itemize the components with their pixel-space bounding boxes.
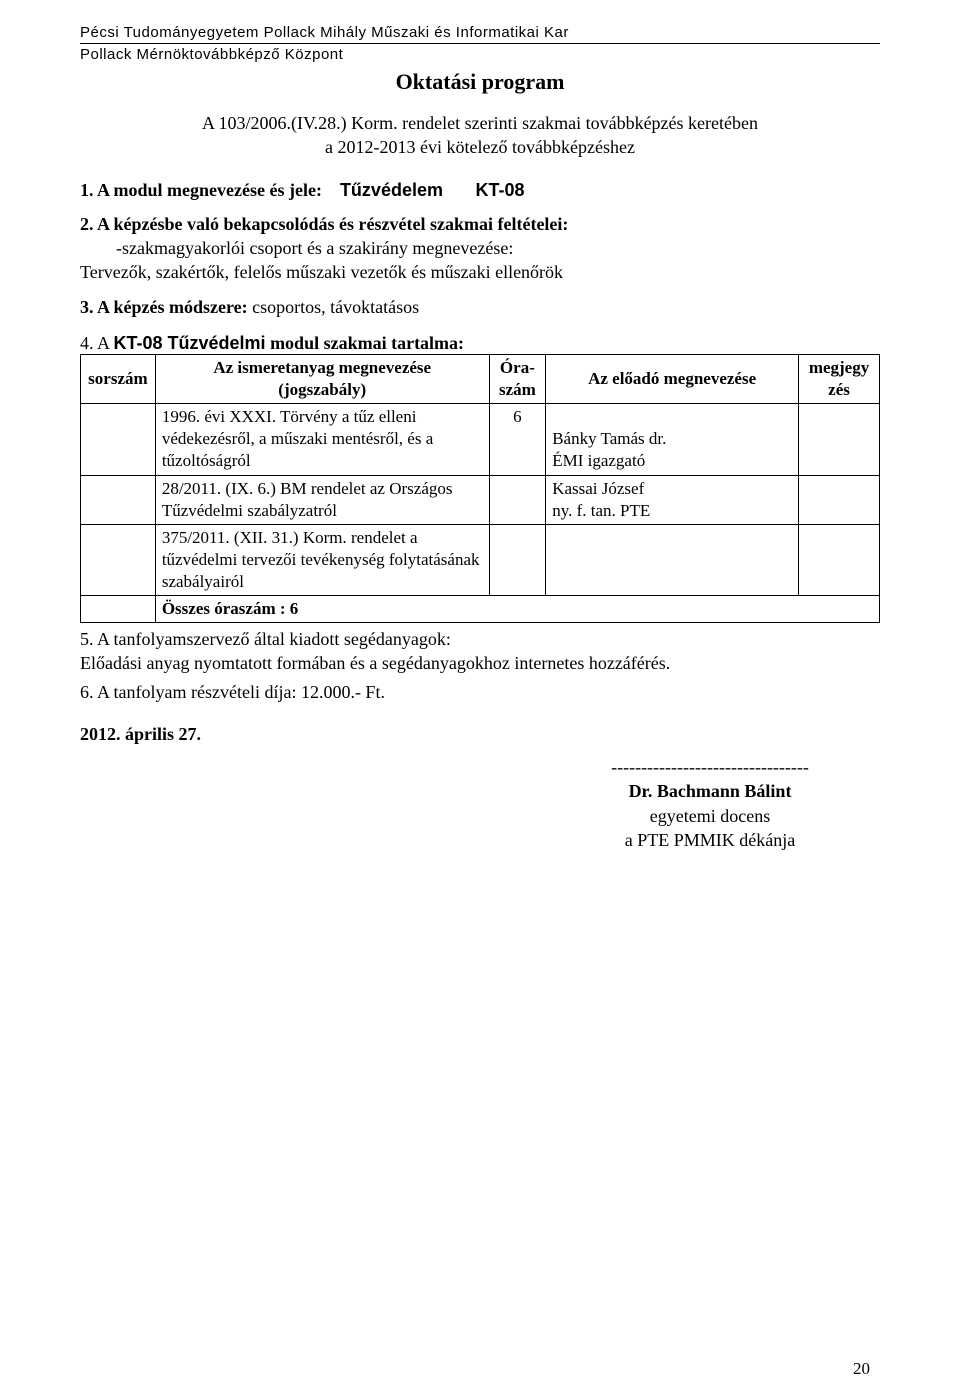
cell-ora: 6 bbox=[489, 404, 546, 475]
intro-line-1: A 103/2006.(IV.28.) Korm. rendelet szeri… bbox=[80, 111, 880, 135]
header-rule bbox=[80, 43, 880, 44]
cell-sorszam bbox=[81, 524, 156, 595]
th-megnev-l1: Az ismeretanyag megnevezése bbox=[213, 358, 431, 377]
cell-megnev-bold: 1996. évi XXXI. bbox=[162, 407, 276, 426]
cell-megnev: 28/2011. (IX. 6.) BM rendelet az Országo… bbox=[155, 475, 489, 524]
section-5: 5. A tanfolyamszervező által kiadott seg… bbox=[80, 627, 880, 676]
s1-module-name: Tűzvédelem bbox=[340, 180, 443, 200]
signature-block: --------------------------------- Dr. Ba… bbox=[540, 755, 880, 852]
cell-eloado-title: ny. f. tan. PTE bbox=[552, 501, 650, 520]
s1-module-code: KT-08 bbox=[475, 180, 524, 200]
cell-eloado: Kassai József ny. f. tan. PTE bbox=[546, 475, 799, 524]
s5-label: 5. A tanfolyamszervező által kiadott seg… bbox=[80, 629, 451, 649]
content-table: sorszám Az ismeretanyag megnevezése (jog… bbox=[80, 354, 880, 623]
signature-title-2: a PTE PMMIK dékánja bbox=[540, 828, 880, 852]
cell-sorszam bbox=[81, 475, 156, 524]
th-megnev-l2: (jogszabály) bbox=[278, 380, 366, 399]
cell-megnev: 1996. évi XXXI. Törvény a tűz elleni véd… bbox=[155, 404, 489, 475]
s2-sub: -szakmagyakorlói csoport és a szakirány … bbox=[116, 236, 880, 260]
cell-megnev: 375/2011. (XII. 31.) Korm. rendelet a tű… bbox=[155, 524, 489, 595]
cell-megjegy bbox=[799, 475, 880, 524]
cell-eloado bbox=[546, 524, 799, 595]
cell-ora bbox=[489, 524, 546, 595]
s4-module: KT-08 Tűzvédelmi bbox=[114, 333, 266, 353]
th-megnev: Az ismeretanyag megnevezése (jogszabály) bbox=[155, 355, 489, 404]
signature-name: Dr. Bachmann Bálint bbox=[540, 779, 880, 803]
cell-eloado-name: Bánky Tamás dr. bbox=[552, 429, 666, 448]
section-3: 3. A képzés módszere: csoportos, távokta… bbox=[80, 295, 880, 319]
s3-bold: 3. A képzés módszere: bbox=[80, 297, 248, 317]
header-line-2: Pollack Mérnöktovábbképző Központ bbox=[80, 46, 880, 63]
th-eloado: Az előadó megnevezése bbox=[546, 355, 799, 404]
page-title: Oktatási program bbox=[80, 69, 880, 95]
s1-label: 1. A modul megnevezése és jele: bbox=[80, 180, 322, 200]
cell-ora bbox=[489, 475, 546, 524]
table-header-row: sorszám Az ismeretanyag megnevezése (jog… bbox=[81, 355, 880, 404]
date: 2012. április 27. bbox=[80, 724, 880, 745]
s3-rest: csoportos, távoktatásos bbox=[248, 297, 419, 317]
page-number: 20 bbox=[853, 1359, 870, 1379]
cell-megjegy bbox=[799, 524, 880, 595]
table-total-row: Összes óraszám : 6 bbox=[81, 596, 880, 623]
section-6: 6. A tanfolyam részvételi díja: 12.000.-… bbox=[80, 680, 880, 704]
s5-body: Előadási anyag nyomtatott formában és a … bbox=[80, 653, 670, 673]
cell-megnev-bold: 375/2011. (XII. 31.) Korm. bbox=[162, 528, 347, 547]
header-line-1: Pécsi Tudományegyetem Pollack Mihály Műs… bbox=[80, 24, 880, 41]
table-row: 1996. évi XXXI. Törvény a tűz elleni véd… bbox=[81, 404, 880, 475]
signature-title-1: egyetemi docens bbox=[540, 804, 880, 828]
s4-suffix: modul szakmai tartalma: bbox=[266, 333, 464, 353]
th-sorszam: sorszám bbox=[81, 355, 156, 404]
cell-eloado-name: Kassai József bbox=[552, 479, 644, 498]
cell-megjegy bbox=[799, 404, 880, 475]
signature-rule: --------------------------------- bbox=[540, 755, 880, 779]
cell-sorszam bbox=[81, 404, 156, 475]
s2-body: Tervezők, szakértők, felelős műszaki vez… bbox=[80, 260, 880, 284]
intro-line-2: a 2012-2013 évi kötelező továbbképzéshez bbox=[80, 135, 880, 159]
cell-megnev-bold: 28/2011. (IX. 6.) BM rendelet bbox=[162, 479, 366, 498]
th-ora-l1: Óra- bbox=[500, 358, 535, 377]
section-1: 1. A modul megnevezése és jele: Tűzvédel… bbox=[80, 178, 880, 202]
intro-block: A 103/2006.(IV.28.) Korm. rendelet szeri… bbox=[80, 111, 880, 160]
cell-sorszam bbox=[81, 596, 156, 623]
th-megjegy-l2: zés bbox=[828, 380, 850, 399]
cell-eloado-title: ÉMI igazgató bbox=[552, 451, 645, 470]
th-ora: Óra- szám bbox=[489, 355, 546, 404]
s4-prefix: 4. A bbox=[80, 333, 114, 353]
th-megjegy: megjegy zés bbox=[799, 355, 880, 404]
s2-label: 2. A képzésbe való bekapcsolódás és rész… bbox=[80, 214, 568, 234]
cell-total: Összes óraszám : 6 bbox=[155, 596, 879, 623]
th-ora-l2: szám bbox=[499, 380, 536, 399]
table-row: 375/2011. (XII. 31.) Korm. rendelet a tű… bbox=[81, 524, 880, 595]
th-megjegy-l1: megjegy bbox=[809, 358, 869, 377]
section-4-caption: 4. A KT-08 Tűzvédelmi modul szakmai tart… bbox=[80, 333, 880, 354]
table-row: 28/2011. (IX. 6.) BM rendelet az Országo… bbox=[81, 475, 880, 524]
section-2: 2. A képzésbe való bekapcsolódás és rész… bbox=[80, 212, 880, 285]
cell-eloado: Bánky Tamás dr. ÉMI igazgató bbox=[546, 404, 799, 475]
